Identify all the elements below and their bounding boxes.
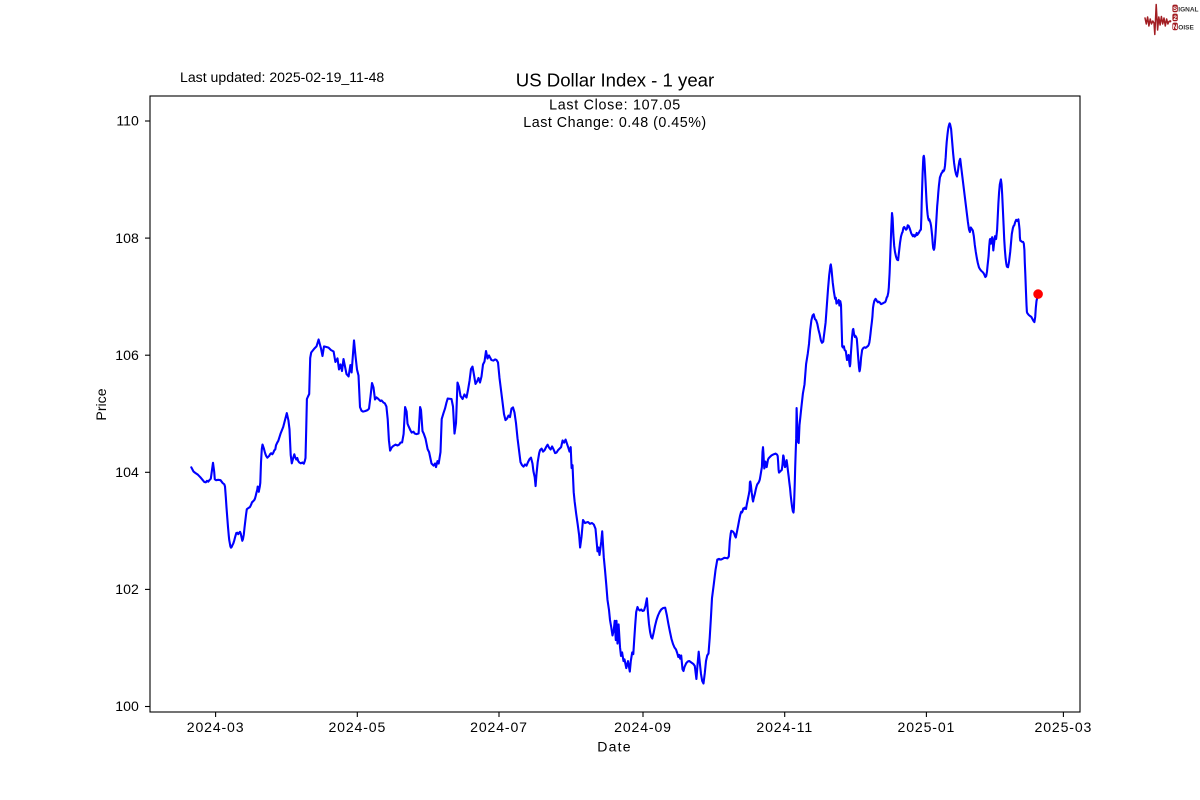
svg-text:2024-07: 2024-07 xyxy=(470,719,528,735)
svg-text:IGNAL: IGNAL xyxy=(1178,7,1198,14)
svg-text:110: 110 xyxy=(116,113,139,129)
svg-text:Price: Price xyxy=(93,388,109,420)
svg-text:2024-09: 2024-09 xyxy=(614,719,672,735)
svg-text:2: 2 xyxy=(1173,15,1177,22)
svg-text:106: 106 xyxy=(115,347,139,363)
svg-text:Last Close: 107.05: Last Close: 107.05 xyxy=(549,98,681,114)
svg-text:2024-11: 2024-11 xyxy=(756,719,813,735)
svg-text:OISE: OISE xyxy=(1178,25,1194,32)
svg-text:108: 108 xyxy=(115,230,139,246)
svg-text:Last Change: 0.48 (0.45%): Last Change: 0.48 (0.45%) xyxy=(523,115,706,131)
svg-text:100: 100 xyxy=(115,698,139,714)
svg-text:2024-03: 2024-03 xyxy=(187,719,245,735)
svg-text:Date: Date xyxy=(597,739,632,755)
svg-text:N: N xyxy=(1173,24,1178,31)
svg-text:US Dollar Index - 1 year: US Dollar Index - 1 year xyxy=(516,70,714,91)
svg-text:102: 102 xyxy=(115,581,139,597)
svg-text:Last updated: 2025-02-19_11-48: Last updated: 2025-02-19_11-48 xyxy=(180,69,384,85)
svg-text:2025-01: 2025-01 xyxy=(898,719,956,735)
svg-text:S: S xyxy=(1173,6,1178,13)
svg-text:104: 104 xyxy=(115,464,139,480)
svg-text:2025-03: 2025-03 xyxy=(1035,719,1093,735)
svg-text:2024-05: 2024-05 xyxy=(328,719,386,735)
